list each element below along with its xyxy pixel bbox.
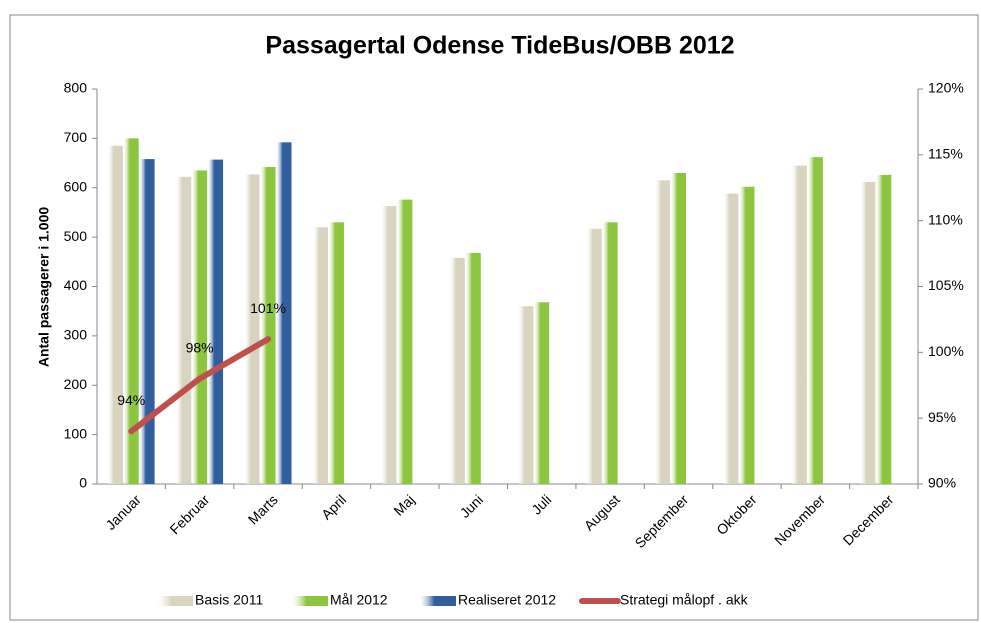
y2-tick-label: 115% xyxy=(928,146,963,162)
bar xyxy=(381,206,397,485)
bar xyxy=(807,157,823,484)
bar xyxy=(107,145,123,484)
bar xyxy=(518,306,534,484)
bar xyxy=(244,174,260,484)
bar xyxy=(123,138,139,484)
line xyxy=(128,336,272,435)
bar xyxy=(876,174,892,484)
y2-tick-label: 100% xyxy=(928,343,964,359)
bar xyxy=(739,186,755,484)
y-tick-label: 100 xyxy=(64,425,88,441)
y-tick-label: 500 xyxy=(64,228,88,244)
y-tick-label: 0 xyxy=(79,475,87,491)
y-tick-label: 300 xyxy=(64,327,88,343)
chart-frame xyxy=(9,14,979,621)
y-tick-label: 600 xyxy=(64,178,88,194)
bar xyxy=(655,180,671,484)
legend-swatch xyxy=(420,596,456,606)
y-tick-label: 700 xyxy=(64,129,88,145)
y2-tick-label: 120% xyxy=(928,80,964,96)
y2-tick-label: 90% xyxy=(928,475,956,491)
bar xyxy=(791,165,807,484)
y2-tick-label: 110% xyxy=(928,211,963,227)
data-label: 98% xyxy=(186,339,214,355)
legend-swatch xyxy=(292,596,328,606)
y-axis-title: Antal passagerer i 1.000 xyxy=(36,207,52,368)
legend-label: Strategi målopf . akk xyxy=(620,592,749,608)
bar xyxy=(860,181,876,484)
legend-swatch xyxy=(157,596,193,606)
y2-tick-label: 105% xyxy=(928,277,964,293)
bar xyxy=(602,222,618,484)
legend-label: Basis 2011 xyxy=(195,592,263,608)
y-tick-label: 800 xyxy=(64,80,88,96)
bar xyxy=(397,199,413,484)
bar xyxy=(312,227,328,484)
bar xyxy=(586,228,602,484)
data-label: 101% xyxy=(250,300,286,316)
bar xyxy=(192,170,208,484)
y2-tick-label: 95% xyxy=(928,409,956,425)
bar xyxy=(276,142,292,484)
bar xyxy=(534,302,550,484)
bar xyxy=(671,172,687,484)
legend-label: Realiseret 2012 xyxy=(458,592,556,608)
bar xyxy=(328,222,344,484)
bar xyxy=(723,193,739,485)
bar xyxy=(139,159,155,485)
bar xyxy=(449,257,465,484)
chart-title: Passagertal Odense TideBus/OBB 2012 xyxy=(265,32,734,60)
bar xyxy=(260,167,276,484)
bar xyxy=(208,159,224,484)
bar xyxy=(465,252,481,484)
legend-label: Mål 2012 xyxy=(330,592,388,608)
y-tick-label: 200 xyxy=(64,376,88,392)
data-label: 94% xyxy=(117,392,145,408)
y-tick-label: 400 xyxy=(64,277,88,293)
bar xyxy=(176,176,192,484)
